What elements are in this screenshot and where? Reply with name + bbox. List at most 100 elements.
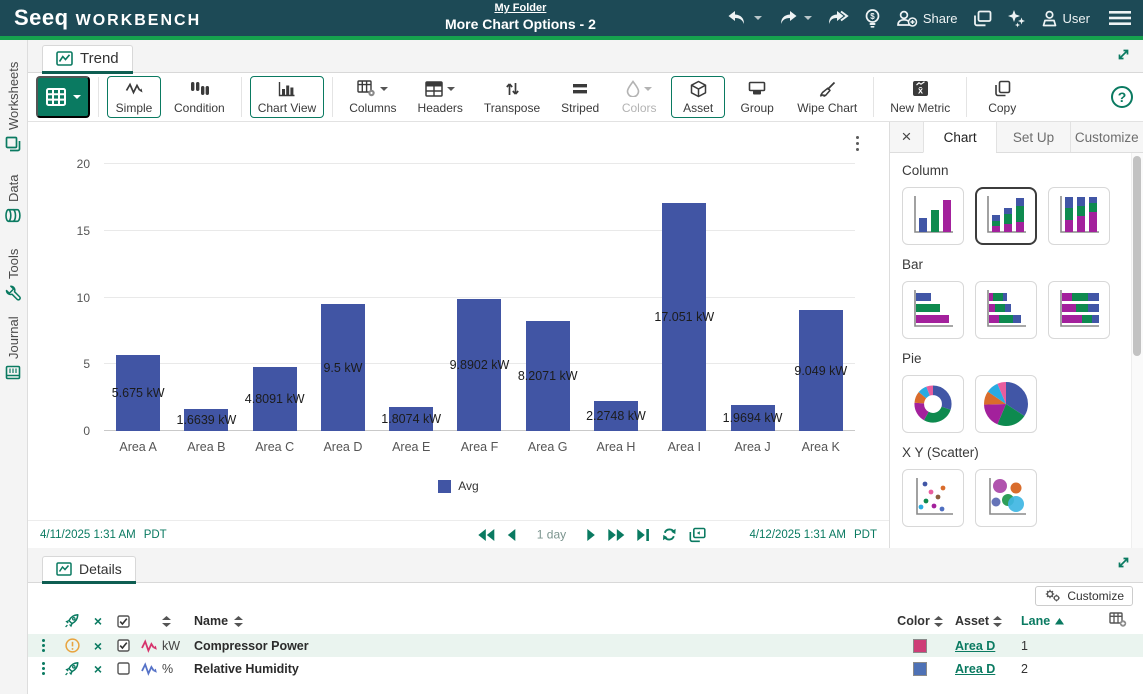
sidebar-item-worksheets[interactable]: Worksheets [5,62,21,152]
panel-tab-chart[interactable]: Chart [923,122,997,153]
redo-all-button[interactable] [827,10,849,26]
column-header-asset[interactable]: Asset [955,614,990,628]
column-header-name[interactable]: Name [194,614,229,628]
wipe-chart-button[interactable]: Wipe Chart [789,76,865,118]
column-header-lane[interactable]: Lane [1021,614,1051,628]
expand-details-button[interactable] [1116,555,1131,573]
checkbox-unchecked-icon[interactable] [116,662,130,675]
expand-trend-button[interactable] [1116,47,1131,65]
details-customize-button[interactable]: Customize [1035,585,1133,606]
refresh-button[interactable] [662,528,677,542]
chart-type-bar-stacked[interactable] [975,281,1037,339]
user-menu-button[interactable]: User [1041,10,1090,27]
share-button[interactable]: Share [896,10,958,27]
undo-button[interactable] [727,10,762,26]
sort-icon[interactable] [162,615,171,627]
striped-button[interactable]: Striped [553,76,607,118]
panel-tab-setup[interactable]: Set Up [996,122,1069,152]
sort-icon[interactable] [993,615,1003,627]
item-checkbox[interactable] [110,639,136,652]
duration-label[interactable]: 1 day [536,527,567,542]
item-name[interactable]: Compressor Power [194,638,309,653]
warning-icon[interactable] [64,638,80,653]
panel-scrollbar-thumb[interactable] [1133,156,1141,356]
step-back-full-button[interactable] [478,528,495,541]
column-header-color[interactable]: Color [897,614,930,628]
step-to-now-button[interactable] [637,528,650,541]
help-button[interactable]: ? [1111,86,1133,108]
panel-scrollbar-track[interactable] [1131,153,1143,548]
unit-sort[interactable] [162,615,194,627]
step-back-half-button[interactable] [507,528,516,541]
row-menu-button[interactable] [42,662,45,675]
remove-item-button[interactable]: × [93,637,103,654]
add-column-button[interactable] [1109,612,1127,630]
simple-button[interactable]: Simple [107,76,161,118]
tab-details[interactable]: Details [42,556,136,584]
rocket-icon[interactable] [64,661,80,677]
item-checkbox[interactable] [110,662,136,675]
select-all-checkbox[interactable] [110,614,136,628]
chart-type-bubble[interactable] [975,469,1037,527]
checkbox-checked-icon[interactable] [116,639,130,652]
bar-area-f[interactable]: 9.8902 kW [450,298,509,431]
sidebar-item-journal[interactable]: Journal [5,316,21,380]
chart-type-bar-plain[interactable] [902,281,964,339]
range-end[interactable]: 4/12/2025 1:31 AM PDT [749,529,877,541]
redo-button[interactable] [777,10,812,26]
chart-menu-button[interactable] [856,136,859,151]
sidebar-item-data[interactable]: Data [5,175,21,223]
copy-button[interactable]: Copy [975,76,1029,118]
chart-view-button[interactable]: Chart View [249,76,325,118]
view-selector-button[interactable] [36,76,90,118]
sidebar-item-tools[interactable]: Tools [5,249,21,301]
chart-type-scatter[interactable] [902,469,964,527]
new-metric-button[interactable]: x̄ New Metric [882,76,958,118]
asset-button[interactable]: Asset [671,76,726,118]
add-column-icon[interactable] [1109,612,1127,627]
sort-icon[interactable] [933,615,943,627]
bar-area-e[interactable]: 1.8074 kW [381,406,441,431]
item-color-swatch[interactable] [913,638,927,653]
auto-update-button[interactable] [689,527,706,542]
main-menu-button[interactable] [1109,10,1131,26]
item-asset-link[interactable]: Area D [955,661,996,676]
range-start[interactable]: 4/11/2025 1:31 AM PDT [40,529,167,541]
bar-area-d[interactable]: 9.5 kW [320,304,365,431]
step-forward-half-button[interactable] [587,528,596,541]
chart-type-bar-stacked-100[interactable] [1048,281,1110,339]
my-folder-link[interactable]: My Folder [494,2,547,15]
bar-area-b[interactable]: 1.6639 kW [177,408,236,431]
columns-button[interactable]: Columns [341,76,404,118]
condition-button[interactable]: Condition [166,76,233,118]
colors-button[interactable]: Colors [612,76,666,118]
bar-area-k[interactable]: 9.049 kW [794,310,847,431]
bar-area-i[interactable]: 17.051 kW [654,203,714,431]
tab-trend[interactable]: Trend [42,45,133,74]
row-menu-button[interactable] [42,639,45,652]
bar-area-g[interactable]: 8.2071 kW [518,321,578,431]
chart-type-pie[interactable] [975,375,1037,433]
headers-button[interactable]: Headers [410,76,471,118]
select-all-rocket[interactable] [58,613,86,629]
ai-assistant-button[interactable] [1007,9,1026,28]
item-name[interactable]: Relative Humidity [194,661,299,676]
checkbox-checked-icon[interactable] [116,614,130,628]
group-button[interactable]: Group [730,76,784,118]
item-color-swatch[interactable] [913,661,927,676]
panel-tab-customize[interactable]: Customize [1069,122,1143,152]
chart-type-donut[interactable] [902,375,964,433]
bar-area-c[interactable]: 4.8091 kW [245,366,305,431]
item-asset-link[interactable]: Area D [955,638,996,653]
remove-all-button[interactable]: × [93,613,103,629]
step-forward-full-button[interactable] [608,528,625,541]
close-panel-button[interactable]: × [901,127,912,146]
worksheets-popout-button[interactable] [973,10,992,27]
chart-type-column-stacked[interactable] [975,187,1037,245]
pricing-button[interactable]: $ [864,8,881,28]
rocket-icon[interactable] [64,613,80,629]
remove-item-button[interactable]: × [93,660,103,677]
transpose-button[interactable]: Transpose [476,76,548,118]
bar-area-j[interactable]: 1.9694 kW [723,404,782,431]
bar-area-a[interactable]: 5.675 kW [112,355,165,431]
